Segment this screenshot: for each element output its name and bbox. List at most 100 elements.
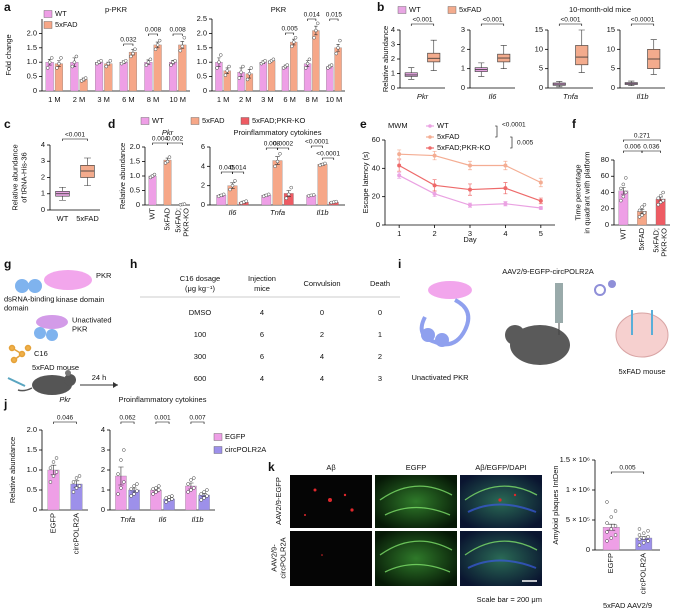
data-point [116,472,120,476]
data-point [189,488,193,492]
data-point [199,492,203,496]
table-cell: 4 [320,352,324,361]
y-axis-label: in quadrant with platform [582,151,591,233]
y-tick-label: 1 [101,485,105,494]
data-point [432,191,437,196]
legend-label: WT [55,9,67,18]
y-tick-label: 1 [391,68,395,77]
data-point [637,533,642,537]
p-value: <0.0001 [316,151,340,158]
y-axis-label: Relative abundance [118,143,127,209]
data-point [169,63,173,67]
table-cell: 3 [378,374,382,383]
data-point [503,163,508,168]
data-point [221,192,226,197]
data-point [334,199,338,204]
data-point [266,192,271,197]
table-cell: 2 [378,352,382,361]
y-tick-label: 0 [376,220,380,229]
y-tick-label: 5 × 10⁵ [566,515,590,524]
legend-label: EGFP [225,432,245,441]
data-point [609,515,613,519]
legend-label: 5xFAD [437,132,460,141]
data-point [642,541,646,545]
data-point [51,474,56,478]
data-point [336,46,340,50]
legend-swatch [397,6,407,14]
data-point [289,185,293,190]
x-tick-label: EGFP [606,553,615,573]
data-point [613,533,618,537]
data-point [307,57,312,62]
data-point [219,53,223,57]
data-point [47,60,52,64]
bar [290,41,298,92]
data-point [167,498,171,502]
x-tick-label: 3 M [261,95,274,104]
data-point [202,490,206,494]
data-point [74,486,79,490]
data-point [312,35,316,40]
legend-swatch [43,21,53,29]
panel-label: j [3,397,7,411]
legend-swatch [428,146,432,150]
data-point [637,543,642,547]
y-tick-label: 0 [136,200,140,209]
y-tick-label: 15 [535,25,543,34]
y-tick-label: 1.5 [27,43,37,52]
x-tick-label: WT [618,228,627,240]
y-tick-label: 0 [586,545,590,554]
legend-swatch [140,117,150,125]
data-point [239,70,243,75]
data-point [646,539,650,543]
data-point [249,66,253,70]
y-tick-label: 1 [461,64,465,73]
x-tick-label: 5xFAD; [652,228,661,253]
x-tick-label: 2 [432,229,436,238]
x-tick-label: WT [57,214,69,223]
data-point [613,524,618,528]
y-axis-label: Time percentage [573,164,582,220]
p-value: <0.001 [560,17,580,24]
panel-label: e [360,117,367,131]
data-point [314,28,318,33]
data-point [228,187,232,192]
data-point [640,205,644,209]
x-tick-label: 5xFAD; [173,208,182,233]
data-point [151,487,155,491]
y-tick-label: 2.0 [27,28,37,37]
column-label: Aβ [326,463,336,472]
y-tick-label: 0 [201,200,205,209]
y-tick-label: 3 [101,445,105,454]
x-tick-label: 1 M [217,95,230,104]
y-tick-label: 0.5 [27,72,37,81]
x-tick-label: 10 M [326,95,343,104]
data-point [151,492,155,496]
data-point [170,494,174,498]
data-point [55,66,59,70]
y-tick-label: 0 [33,86,37,95]
bar [312,30,320,92]
data-point [241,64,245,69]
p-bracket [172,33,183,36]
y-tick-label: 2.0 [27,425,37,434]
p-bracket [510,136,513,149]
data-point [180,44,185,49]
annotation: 10-month-old mice [569,5,631,14]
table-cell: 300 [194,352,207,361]
y-tick-label: 15 [607,25,615,34]
data-point [215,66,219,70]
data-point [624,176,628,180]
data-point [148,57,153,62]
panel-label: c [4,117,11,131]
p-value: 0.001 [154,415,171,422]
table-header: (μg kg⁻¹) [185,284,215,293]
data-point [49,56,54,60]
data-point [186,482,190,486]
legend-label: WT [409,5,421,14]
table-cell: 6 [260,352,264,361]
y-tick-label: 1.5 [197,43,207,52]
legend-swatch [213,446,223,454]
data-point [135,482,139,486]
micrographs [290,475,542,586]
